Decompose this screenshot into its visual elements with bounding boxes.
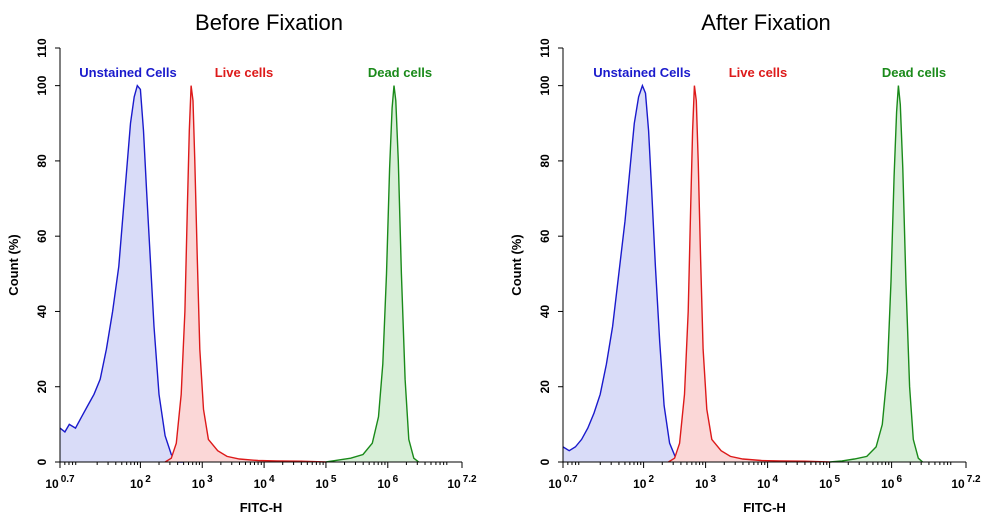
y-tick-label: 0 bbox=[35, 458, 49, 465]
y-tick-label: 40 bbox=[35, 304, 49, 318]
chart-title: Before Fixation bbox=[195, 10, 343, 35]
series-area-1 bbox=[563, 85, 682, 462]
y-tick-label: 20 bbox=[538, 380, 552, 394]
x-tick-base: 10 bbox=[757, 477, 771, 491]
series-line-3 bbox=[829, 85, 924, 463]
x-tick-base: 10 bbox=[951, 477, 965, 491]
y-tick-label: 60 bbox=[35, 229, 49, 243]
x-tick-exponent: 2 bbox=[648, 474, 654, 485]
x-tick-label: 10 7.2 bbox=[951, 474, 981, 491]
series-line-2 bbox=[668, 85, 830, 463]
x-tick-label: 10 2 bbox=[130, 474, 151, 491]
x-tick-exponent: 3 bbox=[710, 474, 716, 485]
series-area-1 bbox=[60, 85, 184, 462]
x-tick-label: 10 3 bbox=[695, 474, 716, 491]
x-tick-base: 10 bbox=[447, 477, 461, 491]
series-area-3 bbox=[325, 85, 419, 462]
x-tick-base: 10 bbox=[254, 477, 268, 491]
y-tick-label: 80 bbox=[35, 154, 49, 168]
x-tick-exponent: 4 bbox=[772, 474, 778, 485]
x-tick-label: 10 4 bbox=[254, 474, 275, 491]
series-line-1 bbox=[562, 83, 683, 463]
y-tick-label: 60 bbox=[538, 229, 552, 243]
x-tick-exponent: 3 bbox=[207, 474, 213, 485]
y-axis-title: Count (%) bbox=[509, 234, 524, 295]
y-tick-label: 110 bbox=[35, 38, 49, 58]
y-tick-label: 40 bbox=[538, 304, 552, 318]
legend-label: Unstained Cells bbox=[79, 65, 177, 80]
x-tick-exponent: 0.7 bbox=[61, 474, 75, 485]
y-tick-label: 20 bbox=[35, 380, 49, 394]
y-axis-title: Count (%) bbox=[6, 234, 21, 295]
chart-title: After Fixation bbox=[701, 10, 831, 35]
legend-label: Dead cells bbox=[368, 65, 432, 80]
y-tick-label: 110 bbox=[538, 38, 552, 58]
y-tick-label: 100 bbox=[538, 75, 552, 95]
x-tick-label: 10 4 bbox=[757, 474, 778, 491]
legend-label: Live cells bbox=[215, 65, 274, 80]
series-line-1 bbox=[59, 84, 184, 463]
y-tick-label: 100 bbox=[35, 75, 49, 95]
x-tick-label: 10 5 bbox=[315, 474, 336, 491]
x-tick-exponent: 0.7 bbox=[564, 474, 578, 485]
x-tick-label: 10 3 bbox=[192, 474, 213, 491]
x-tick-label: 10 5 bbox=[819, 474, 840, 491]
x-tick-exponent: 6 bbox=[393, 474, 399, 485]
x-tick-exponent: 6 bbox=[896, 474, 902, 485]
legend-label: Unstained Cells bbox=[593, 65, 691, 80]
x-tick-base: 10 bbox=[130, 477, 144, 491]
legend-label: Dead cells bbox=[882, 65, 946, 80]
x-tick-base: 10 bbox=[881, 477, 895, 491]
x-tick-base: 10 bbox=[819, 477, 833, 491]
x-tick-exponent: 5 bbox=[834, 474, 840, 485]
chart-panel-2: After Fixation Unstained Cells Live cells D… bbox=[509, 10, 981, 515]
x-tick-base: 10 bbox=[548, 477, 562, 491]
x-tick-base: 10 bbox=[695, 477, 709, 491]
x-tick-base: 10 bbox=[377, 477, 391, 491]
x-tick-base: 10 bbox=[192, 477, 206, 491]
x-tick-base: 10 bbox=[633, 477, 647, 491]
x-tick-label: 10 2 bbox=[633, 474, 654, 491]
x-tick-base: 10 bbox=[315, 477, 329, 491]
x-tick-exponent: 7.2 bbox=[967, 474, 981, 485]
x-tick-label: 10 6 bbox=[377, 474, 398, 491]
series-line-3 bbox=[325, 85, 420, 463]
y-tick-label: 0 bbox=[538, 458, 552, 465]
legend-label: Live cells bbox=[729, 65, 788, 80]
x-tick-base: 10 bbox=[45, 477, 59, 491]
x-tick-label: 10 0.7 bbox=[548, 474, 578, 491]
chart-panel-1: Before Fixation Unstained Cells Live cells… bbox=[6, 10, 477, 515]
x-tick-exponent: 5 bbox=[331, 474, 337, 485]
x-axis-title: FITC-H bbox=[240, 500, 283, 515]
x-tick-exponent: 2 bbox=[145, 474, 151, 485]
x-tick-label: 10 7.2 bbox=[447, 474, 477, 491]
x-tick-exponent: 7.2 bbox=[463, 474, 477, 485]
x-tick-label: 10 0.7 bbox=[45, 474, 75, 491]
x-tick-exponent: 4 bbox=[269, 474, 275, 485]
series-line-2 bbox=[164, 85, 326, 463]
y-tick-label: 80 bbox=[538, 154, 552, 168]
x-axis-title: FITC-H bbox=[743, 500, 786, 515]
x-tick-label: 10 6 bbox=[881, 474, 902, 491]
series-area-3 bbox=[829, 85, 923, 462]
